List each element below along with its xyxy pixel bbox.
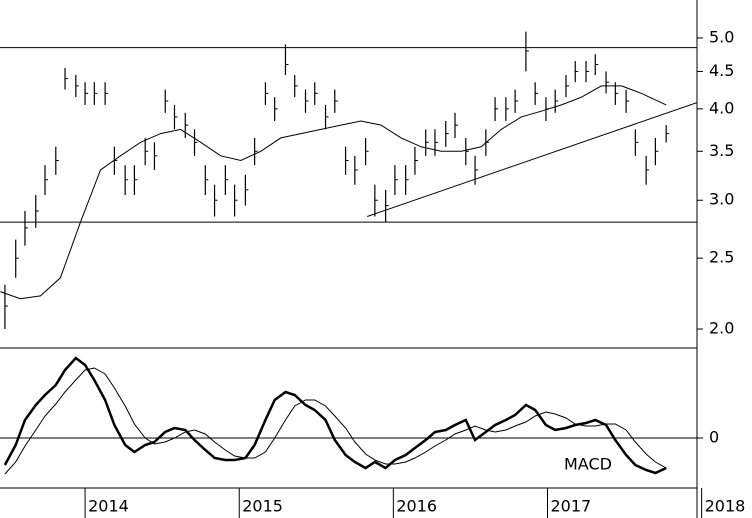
x-tick-label: 2015 [242,497,283,516]
y-tick-label: 3.5 [709,141,734,160]
y-tick-label: 3.0 [709,190,734,209]
y-tick-label: 4.0 [709,98,734,117]
axes: 2.0 2.5 3.0 3.5 4.0 4.5 5.0 0 [0,0,734,518]
macd-line [3,356,667,475]
y-tick-label: 2.0 [709,319,734,338]
annotation: MACD [564,455,612,474]
macd-line [4,367,667,475]
x-tick-label: 2017 [550,497,591,516]
y-tick-label: 2.5 [709,248,734,267]
plot-area [0,31,697,475]
x-tick-label: 2016 [396,497,437,516]
y-tick-label: 5.0 [709,27,734,46]
x-tick-label: 2014 [88,497,129,516]
trendline [367,102,697,217]
moving-average [0,85,667,300]
y-tick-label: 4.5 [709,61,734,80]
y-tick-label: 0 [709,428,719,447]
x-tick-label: 2018 [705,497,746,516]
